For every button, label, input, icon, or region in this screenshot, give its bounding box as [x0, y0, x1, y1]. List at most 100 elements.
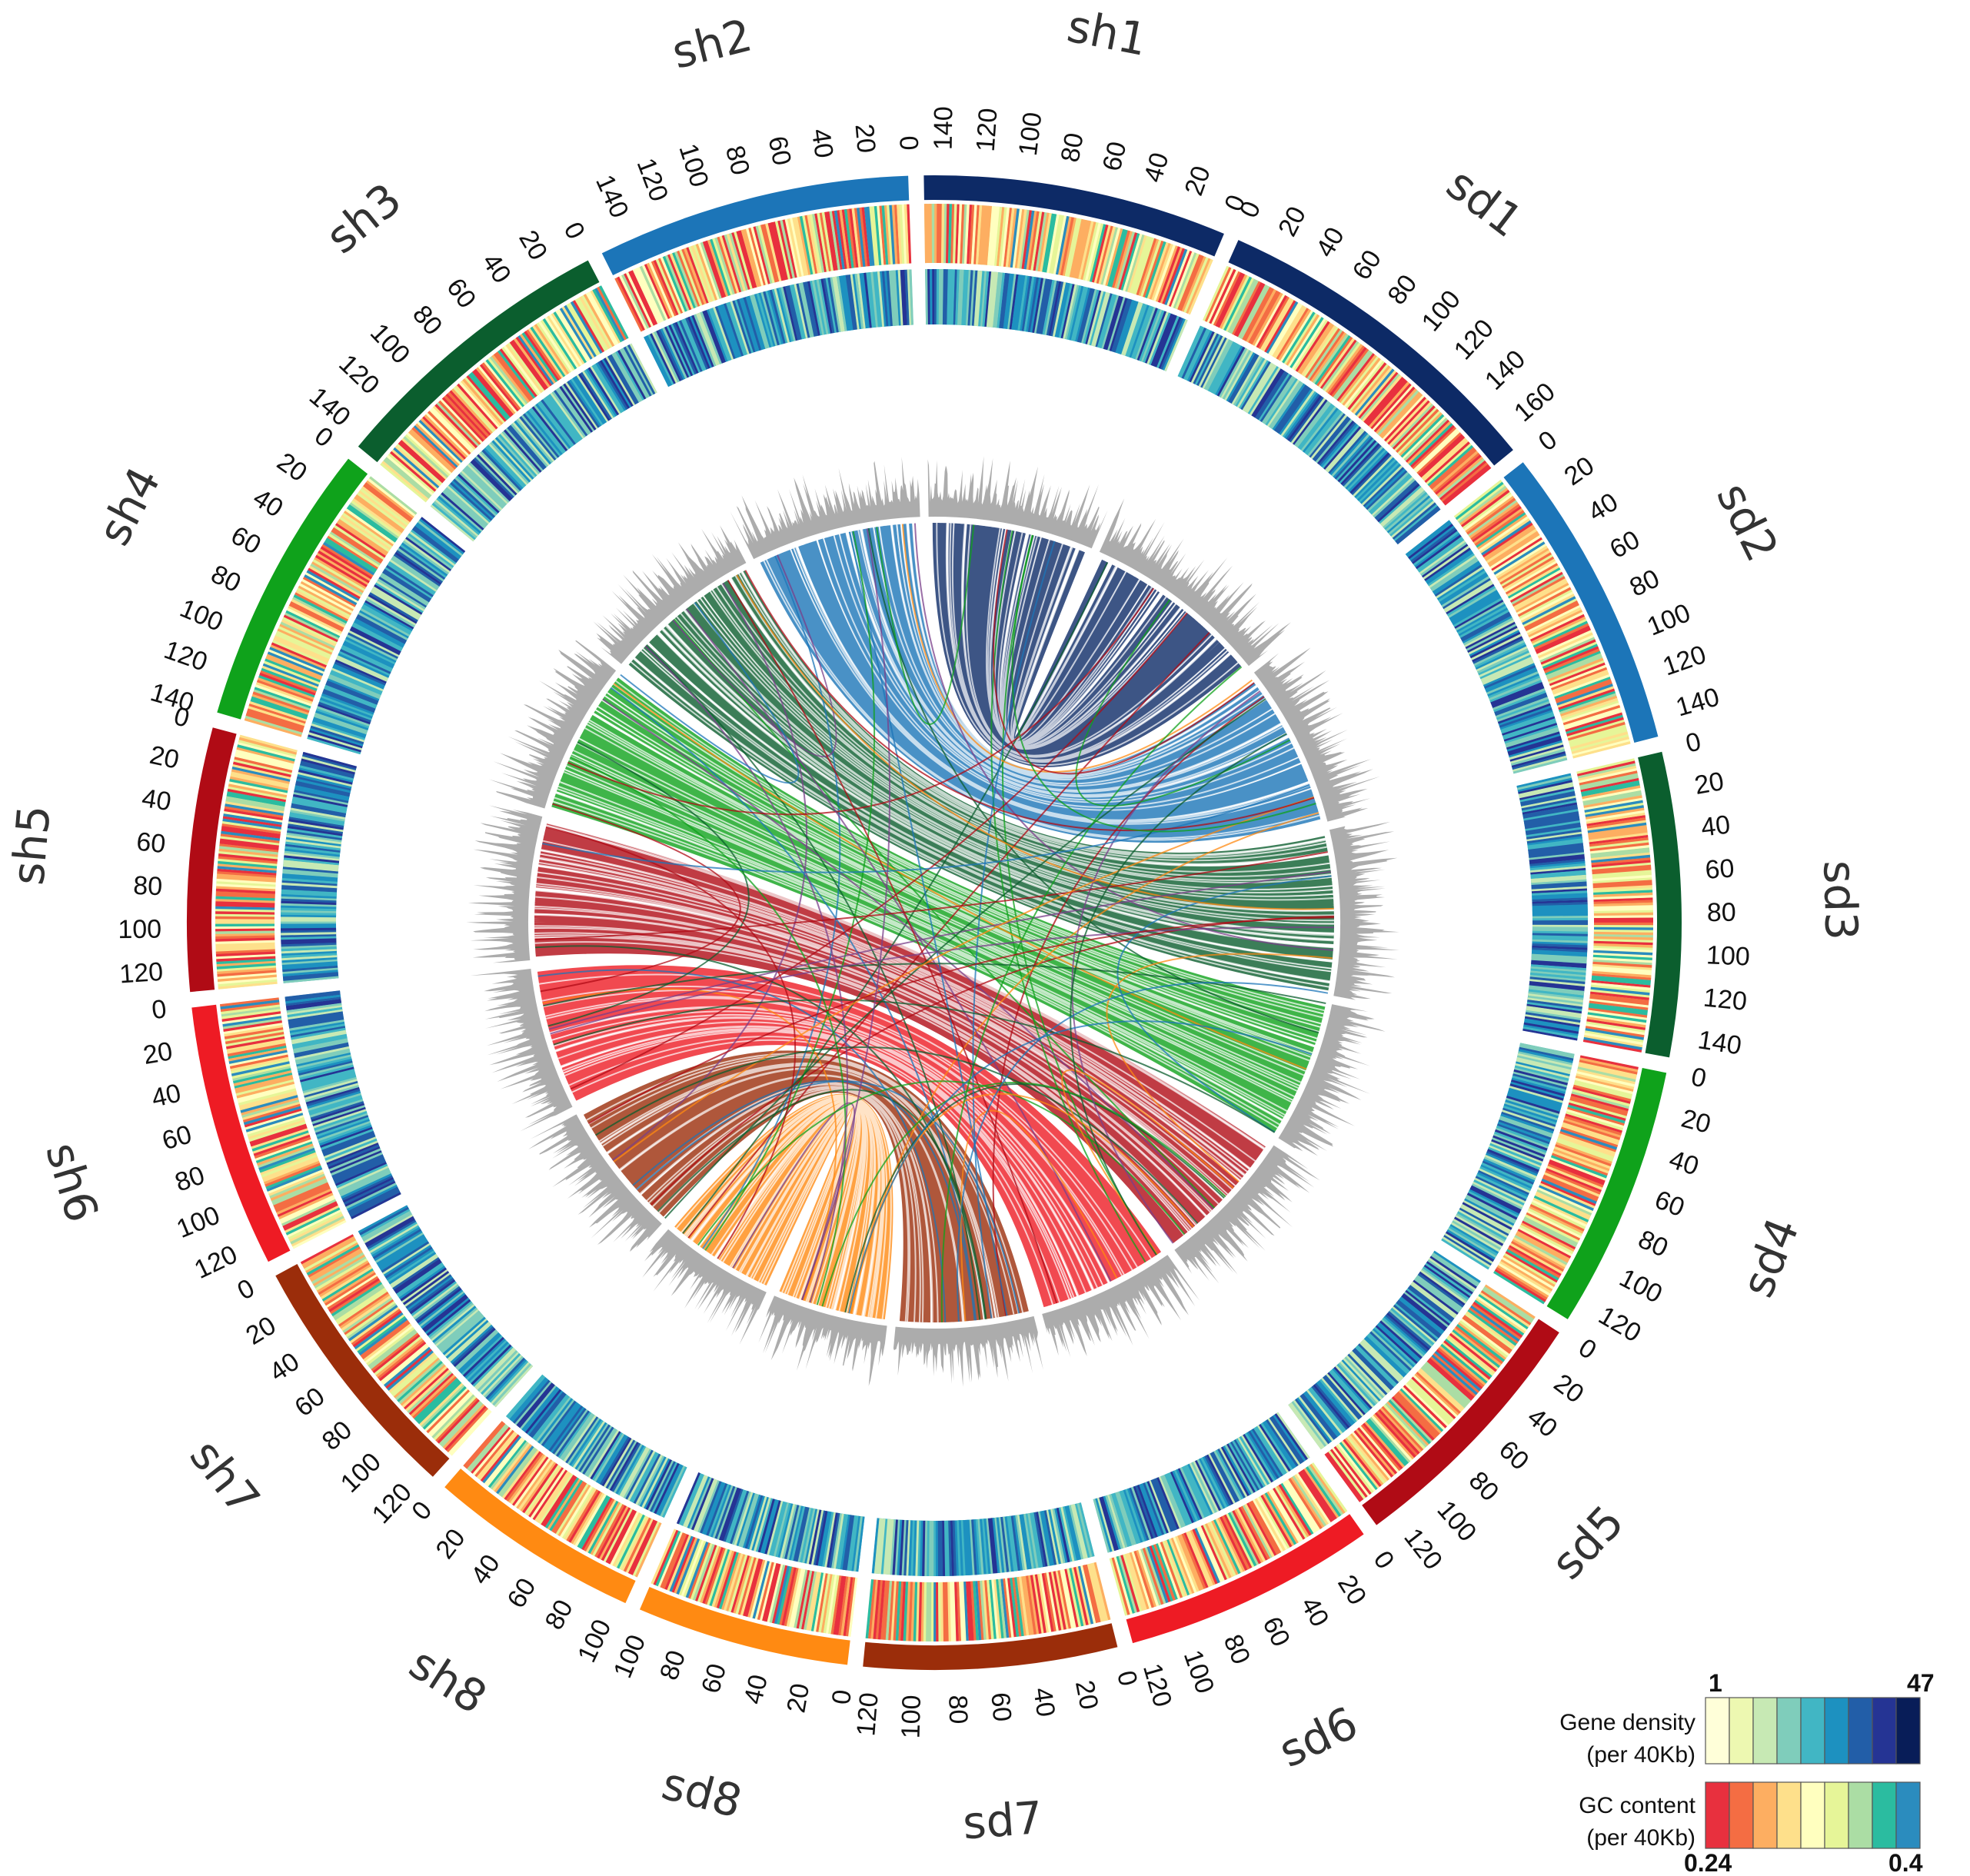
tick-label-sd8: 60: [696, 1661, 732, 1697]
gc-bin-sh7: [304, 1240, 477, 1441]
cross-link: [570, 612, 1188, 1090]
gene-bin-sd4: [1447, 1043, 1575, 1259]
gc-bin-sh6: [224, 1025, 346, 1247]
gc-bin-sh1: [937, 203, 1204, 311]
gene-bin-sh4: [310, 525, 459, 745]
gene-bin-sh2: [654, 269, 913, 383]
gene-bin-sd3: [1516, 773, 1588, 1036]
gc-bin-sh7: [308, 1246, 488, 1452]
tick-label-sh6: 20: [141, 1036, 175, 1070]
tick-label-sh4: 60: [226, 521, 265, 560]
cross-link: [685, 608, 1112, 1282]
gc-bin-sd4: [1496, 1057, 1639, 1299]
tick-label-sh5: 120: [118, 957, 164, 990]
gene-bin-sd2: [1420, 541, 1568, 774]
cross-link: [1075, 599, 1291, 807]
cross-link: [553, 999, 1276, 1133]
chr-label-sd6: sd6: [1271, 1696, 1366, 1778]
gene-bin-sh4: [309, 518, 464, 747]
gc-bin-sd2: [1466, 497, 1626, 741]
chr-label-sh6: sh6: [35, 1136, 108, 1228]
tick-label-sd6: 80: [1218, 1631, 1256, 1668]
tick-label-sd1: 0: [1234, 197, 1266, 222]
gc-bin-sd8: [660, 1532, 856, 1637]
tick-label-sh8: 100: [572, 1615, 617, 1667]
tick-label-sd3: 140: [1696, 1025, 1744, 1060]
gc-bin-sh1: [948, 204, 1166, 298]
ideogram-sd6: [1126, 1514, 1364, 1644]
tick-label-sh1: 120: [971, 107, 1003, 152]
cross-link: [849, 531, 1008, 1316]
tick-label-sh3: 60: [441, 273, 481, 314]
gene-density-title: Gene density: [1559, 1710, 1695, 1735]
gene-density-swatch: [1824, 1697, 1849, 1765]
gene-bin-sd7: [880, 1502, 1095, 1577]
tick-label-sd1: 20: [1273, 202, 1312, 241]
ideogram-sh1: [923, 175, 1224, 257]
gene-bin-sh5: [280, 792, 348, 983]
cross-link: [612, 582, 808, 1161]
gene-density-scale: [1705, 1697, 1921, 1765]
gc-bin-sh5: [215, 737, 297, 982]
gene-bin-sh4: [307, 529, 457, 755]
cross-link: [548, 870, 1331, 1030]
tick-label-sd3: 0: [1683, 727, 1704, 758]
tick-label-sh2: 40: [806, 127, 839, 160]
tick-label-sh5: 40: [140, 783, 173, 817]
gene-bin-sd4: [1441, 1065, 1569, 1270]
gc-bin-sd3: [1583, 800, 1653, 1050]
gene-bin-sh6: [285, 990, 401, 1218]
gc-bin-sd2: [1463, 494, 1630, 757]
gene-bin-sh4: [308, 531, 455, 750]
cross-link: [1116, 875, 1332, 1133]
tick-label-sh3: 40: [476, 248, 517, 289]
cross-link: [736, 574, 1334, 910]
gc-bin-sd7: [933, 1565, 1094, 1642]
gene-bin-sh7: [363, 1214, 534, 1408]
tick-label-sh2: 80: [720, 142, 755, 178]
tick-label-sd6: 20: [1332, 1570, 1372, 1610]
ideogram-sh5: [186, 727, 237, 993]
tick-label-sd6: 0: [1368, 1545, 1400, 1574]
histogram-sh4: [488, 640, 617, 809]
gene-density-swatch: [1848, 1697, 1873, 1765]
tick-label-sh7: 40: [265, 1347, 305, 1388]
tick-label-sd8: 100: [608, 1631, 652, 1682]
tick-label-sh4: 80: [207, 560, 246, 599]
gc-bin-sh5: [215, 767, 291, 910]
tick-label-sd8: 40: [738, 1672, 774, 1707]
gc-bin-sh8: [476, 1431, 654, 1573]
gene-bin-sd6: [1095, 1414, 1306, 1552]
gc-bin-sh4: [245, 476, 418, 735]
gc-bin-sh6: [221, 1011, 338, 1231]
tick-label-sd6: 40: [1295, 1592, 1335, 1632]
gc-bin-sh1: [957, 204, 1195, 308]
tick-label-sd6: 120: [1137, 1660, 1177, 1710]
gc-bin-sd1: [1227, 278, 1486, 499]
histogram-sd3: [1329, 821, 1400, 1000]
gene-bin-sd7: [903, 1510, 1057, 1577]
histogram-sd5: [1174, 1145, 1320, 1284]
gene-bin-sd6: [1111, 1422, 1293, 1547]
tick-label-sh4: 140: [147, 677, 197, 717]
histogram-sd6: [1042, 1255, 1200, 1358]
tick-label-sh5: 60: [135, 827, 167, 860]
gene-bin-sd7: [874, 1504, 1088, 1576]
gc-content-unit: (per 40Kb): [1586, 1825, 1695, 1851]
gc-bin-sd7: [865, 1568, 1084, 1642]
tick-label-sd7: 100: [897, 1695, 927, 1739]
cross-link: [821, 1082, 1226, 1307]
gc-bin-sh7: [301, 1236, 485, 1449]
gc-content-swatch: [1895, 1781, 1921, 1849]
histogram-sd8: [758, 1296, 887, 1386]
tick-label-sd4: 20: [1679, 1103, 1714, 1139]
ideogram-sd2: [1503, 462, 1659, 743]
gc-content-swatch: [1776, 1781, 1802, 1849]
tick-label-sh6: 80: [171, 1160, 208, 1197]
gc-bin-sh5: [215, 744, 295, 970]
tick-label-sd7: 20: [1070, 1678, 1104, 1711]
tick-label-sh1: 20: [1179, 162, 1216, 199]
cross-link: [632, 1079, 976, 1321]
gc-bin-sh2: [617, 204, 912, 331]
